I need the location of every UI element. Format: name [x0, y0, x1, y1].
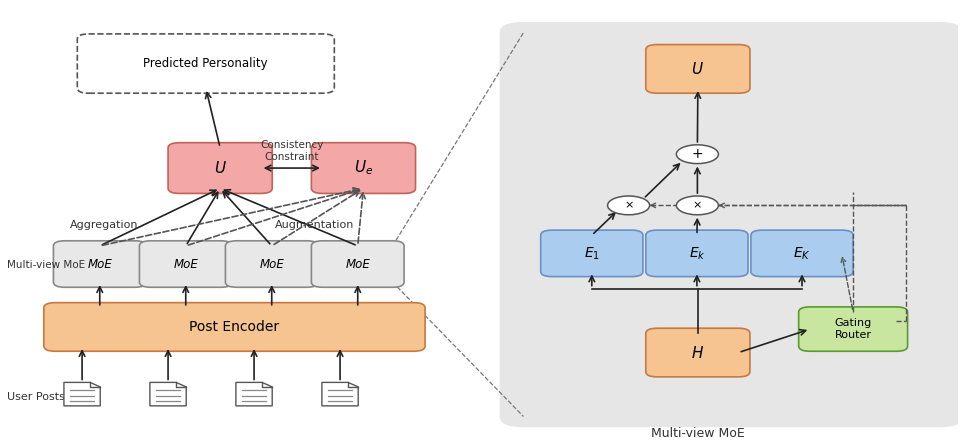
- Text: $U$: $U$: [213, 160, 227, 176]
- Text: Consistency: Consistency: [260, 140, 324, 149]
- Text: $E_K$: $E_K$: [793, 245, 811, 262]
- FancyBboxPatch shape: [77, 34, 334, 93]
- Polygon shape: [235, 382, 272, 406]
- Text: $E_k$: $E_k$: [688, 245, 705, 262]
- Text: MoE: MoE: [87, 258, 112, 271]
- FancyBboxPatch shape: [168, 143, 272, 194]
- Text: Augmentation: Augmentation: [275, 220, 355, 229]
- Circle shape: [677, 145, 719, 164]
- Text: $\times$: $\times$: [624, 200, 633, 210]
- FancyBboxPatch shape: [500, 22, 961, 427]
- Text: $H$: $H$: [691, 345, 704, 361]
- Text: User Posts: User Posts: [7, 392, 64, 402]
- Text: $U_e$: $U_e$: [354, 159, 373, 177]
- FancyBboxPatch shape: [541, 230, 643, 277]
- Polygon shape: [150, 382, 186, 406]
- Circle shape: [607, 196, 650, 215]
- Text: MoE: MoE: [345, 258, 370, 271]
- FancyBboxPatch shape: [646, 45, 750, 93]
- FancyBboxPatch shape: [311, 241, 404, 287]
- FancyBboxPatch shape: [646, 230, 748, 277]
- Polygon shape: [322, 382, 358, 406]
- Text: Multi-view MoE: Multi-view MoE: [651, 427, 745, 440]
- FancyBboxPatch shape: [646, 328, 750, 377]
- FancyBboxPatch shape: [226, 241, 318, 287]
- FancyBboxPatch shape: [54, 241, 146, 287]
- FancyBboxPatch shape: [44, 303, 425, 351]
- Text: MoE: MoE: [259, 258, 284, 271]
- Text: Constraint: Constraint: [264, 152, 319, 162]
- Polygon shape: [64, 382, 100, 406]
- Text: Predicted Personality: Predicted Personality: [143, 57, 268, 70]
- Text: $U$: $U$: [691, 61, 704, 77]
- FancyBboxPatch shape: [751, 230, 853, 277]
- Text: Gating
Router: Gating Router: [834, 318, 872, 340]
- Text: Post Encoder: Post Encoder: [189, 320, 280, 334]
- Text: Aggregation: Aggregation: [69, 220, 138, 229]
- Text: MoE: MoE: [173, 258, 198, 271]
- FancyBboxPatch shape: [799, 307, 907, 351]
- Text: $E_1$: $E_1$: [583, 245, 600, 262]
- Circle shape: [677, 196, 719, 215]
- FancyBboxPatch shape: [139, 241, 233, 287]
- Text: Multi-view MoE: Multi-view MoE: [7, 260, 85, 270]
- Text: $+$: $+$: [691, 147, 703, 161]
- Text: $\times$: $\times$: [693, 200, 702, 210]
- FancyBboxPatch shape: [311, 143, 415, 194]
